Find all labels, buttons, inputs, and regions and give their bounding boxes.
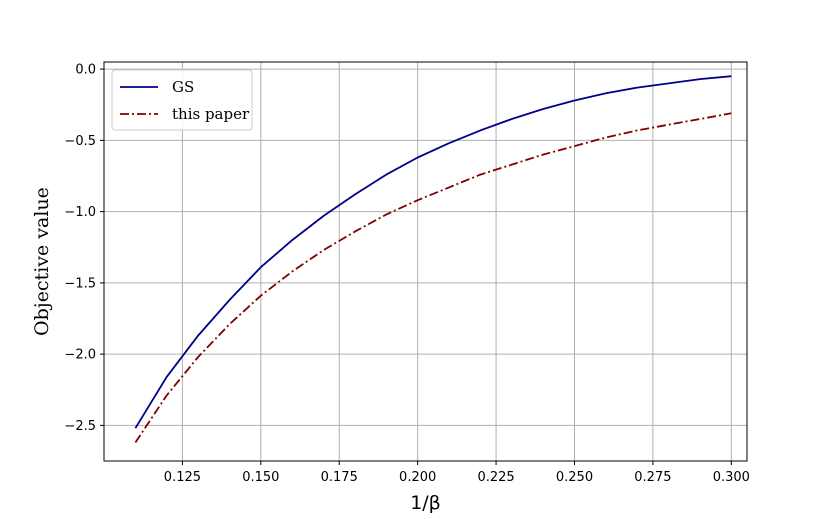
y-tick-label: −1.0 bbox=[64, 205, 96, 220]
x-tick-label: 0.200 bbox=[399, 470, 436, 485]
x-tick-label: 0.300 bbox=[713, 470, 750, 485]
x-tick-label: 0.125 bbox=[164, 470, 201, 485]
x-axis-label: 1/β bbox=[410, 492, 441, 514]
y-tick-label: −2.0 bbox=[64, 348, 96, 363]
series-line-this-paper bbox=[134, 112, 732, 443]
series-line-gs bbox=[134, 75, 732, 429]
legend-label: this paper bbox=[172, 105, 250, 123]
y-axis-label: Objective value bbox=[31, 187, 53, 336]
y-tick-label: −0.5 bbox=[64, 134, 96, 149]
axes-frame bbox=[103, 61, 748, 462]
x-tick-label: 0.175 bbox=[321, 470, 358, 485]
x-tick-label: 0.275 bbox=[634, 470, 671, 485]
series-group bbox=[134, 75, 732, 443]
legend-label: GS bbox=[172, 78, 194, 96]
grid bbox=[104, 62, 747, 461]
x-tick-label: 0.250 bbox=[556, 470, 593, 485]
y-tick-label: −2.5 bbox=[64, 419, 96, 434]
legend: GS this paper bbox=[111, 69, 253, 131]
ticks-group: 0.125 0.150 0.175 0.200 0.225 0.250 0.275 0.300… bbox=[64, 63, 750, 485]
x-tick-label: 0.225 bbox=[477, 470, 514, 485]
legend-box bbox=[111, 69, 253, 131]
y-tick-label: −1.5 bbox=[64, 276, 96, 291]
x-tick-label: 0.150 bbox=[242, 470, 279, 485]
y-tick-label: 0.0 bbox=[75, 63, 96, 78]
